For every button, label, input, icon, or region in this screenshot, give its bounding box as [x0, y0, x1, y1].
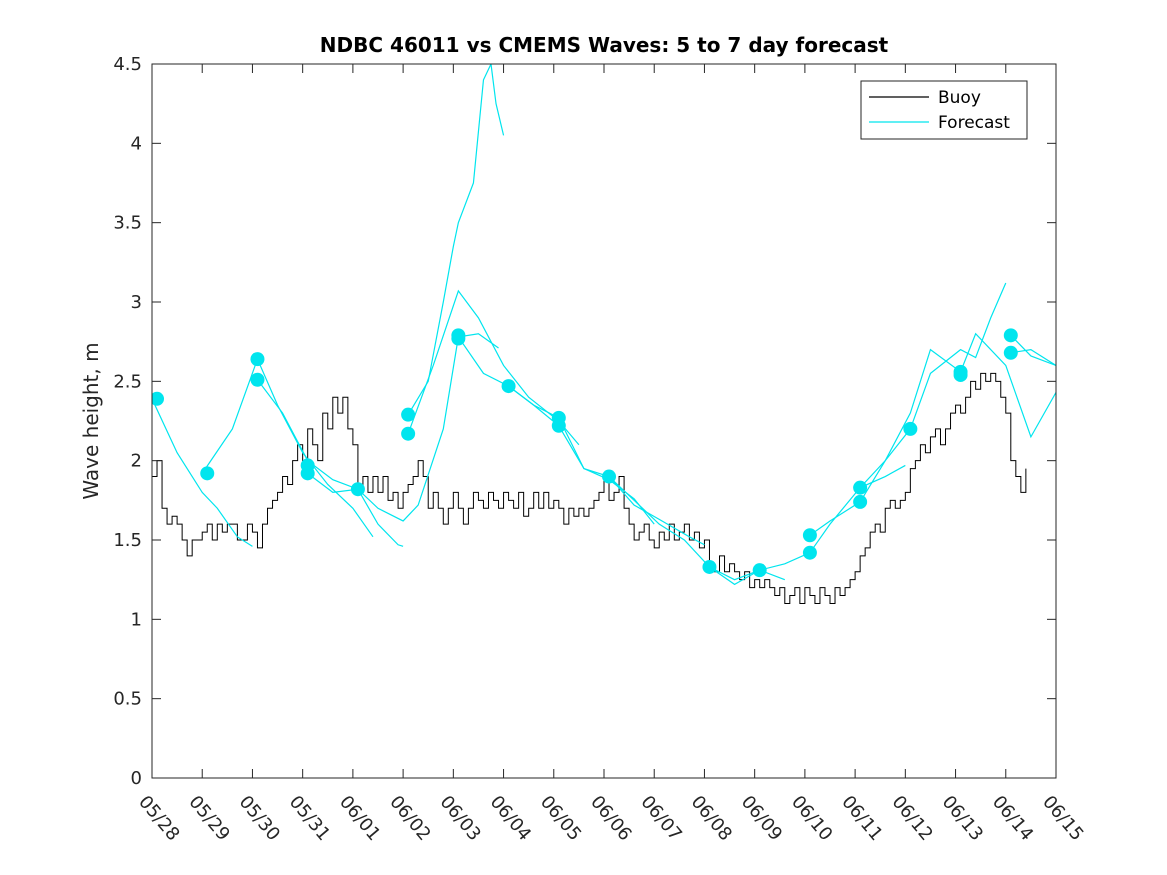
legend: Buoy Forecast	[860, 80, 1028, 140]
y-tick-label: 2.5	[113, 371, 142, 392]
forecast-marker	[853, 480, 868, 495]
legend-label-forecast: Forecast	[938, 113, 1010, 133]
forecast-marker	[401, 407, 416, 422]
y-tick-label: 0.5	[113, 689, 142, 710]
forecast-line	[809, 282, 1007, 536]
y-tick-label: 1	[131, 609, 142, 630]
plot-area	[152, 64, 1056, 778]
forecast-line	[152, 398, 253, 547]
forecast-line	[1010, 334, 1056, 367]
y-tick-label: 3	[131, 292, 142, 313]
y-tick-label: 4	[131, 133, 142, 154]
legend-label-buoy: Buoy	[938, 88, 981, 108]
forecast-marker	[903, 421, 918, 436]
forecast-marker	[250, 372, 265, 387]
forecast-marker	[1003, 345, 1018, 360]
forecast-line	[307, 333, 499, 522]
y-axis-label: Wave height, m	[79, 342, 103, 499]
forecast-marker	[953, 367, 968, 382]
forecast-marker	[152, 391, 165, 406]
y-tick-label: 3.5	[113, 213, 142, 234]
forecast-marker	[200, 466, 215, 481]
chart-title: NDBC 46011 vs CMEMS Waves: 5 to 7 day fo…	[320, 33, 889, 57]
forecast-marker	[802, 545, 817, 560]
forecast-marker	[752, 563, 767, 578]
forecast-marker	[350, 482, 365, 497]
forecast-marker	[250, 352, 265, 367]
y-tick-label: 4.5	[113, 54, 142, 75]
forecast-marker	[451, 331, 466, 346]
forecast-line	[201, 357, 374, 538]
forecast-marker	[551, 418, 566, 433]
forecast-marker	[501, 379, 516, 394]
forecast-line	[256, 379, 404, 547]
y-tick-label: 1.5	[113, 530, 142, 551]
legend-box	[860, 80, 1028, 140]
series-layer	[152, 64, 1056, 604]
forecast-marker	[802, 528, 817, 543]
forecast-marker	[702, 559, 717, 574]
forecast-marker	[401, 426, 416, 441]
forecast-line	[407, 64, 505, 415]
forecast-marker	[602, 469, 617, 484]
y-tick-label: 2	[131, 451, 142, 472]
y-tick-label: 0	[131, 768, 142, 789]
forecast-marker	[300, 466, 315, 481]
forecast-marker	[1003, 328, 1018, 343]
forecast-marker	[853, 494, 868, 509]
